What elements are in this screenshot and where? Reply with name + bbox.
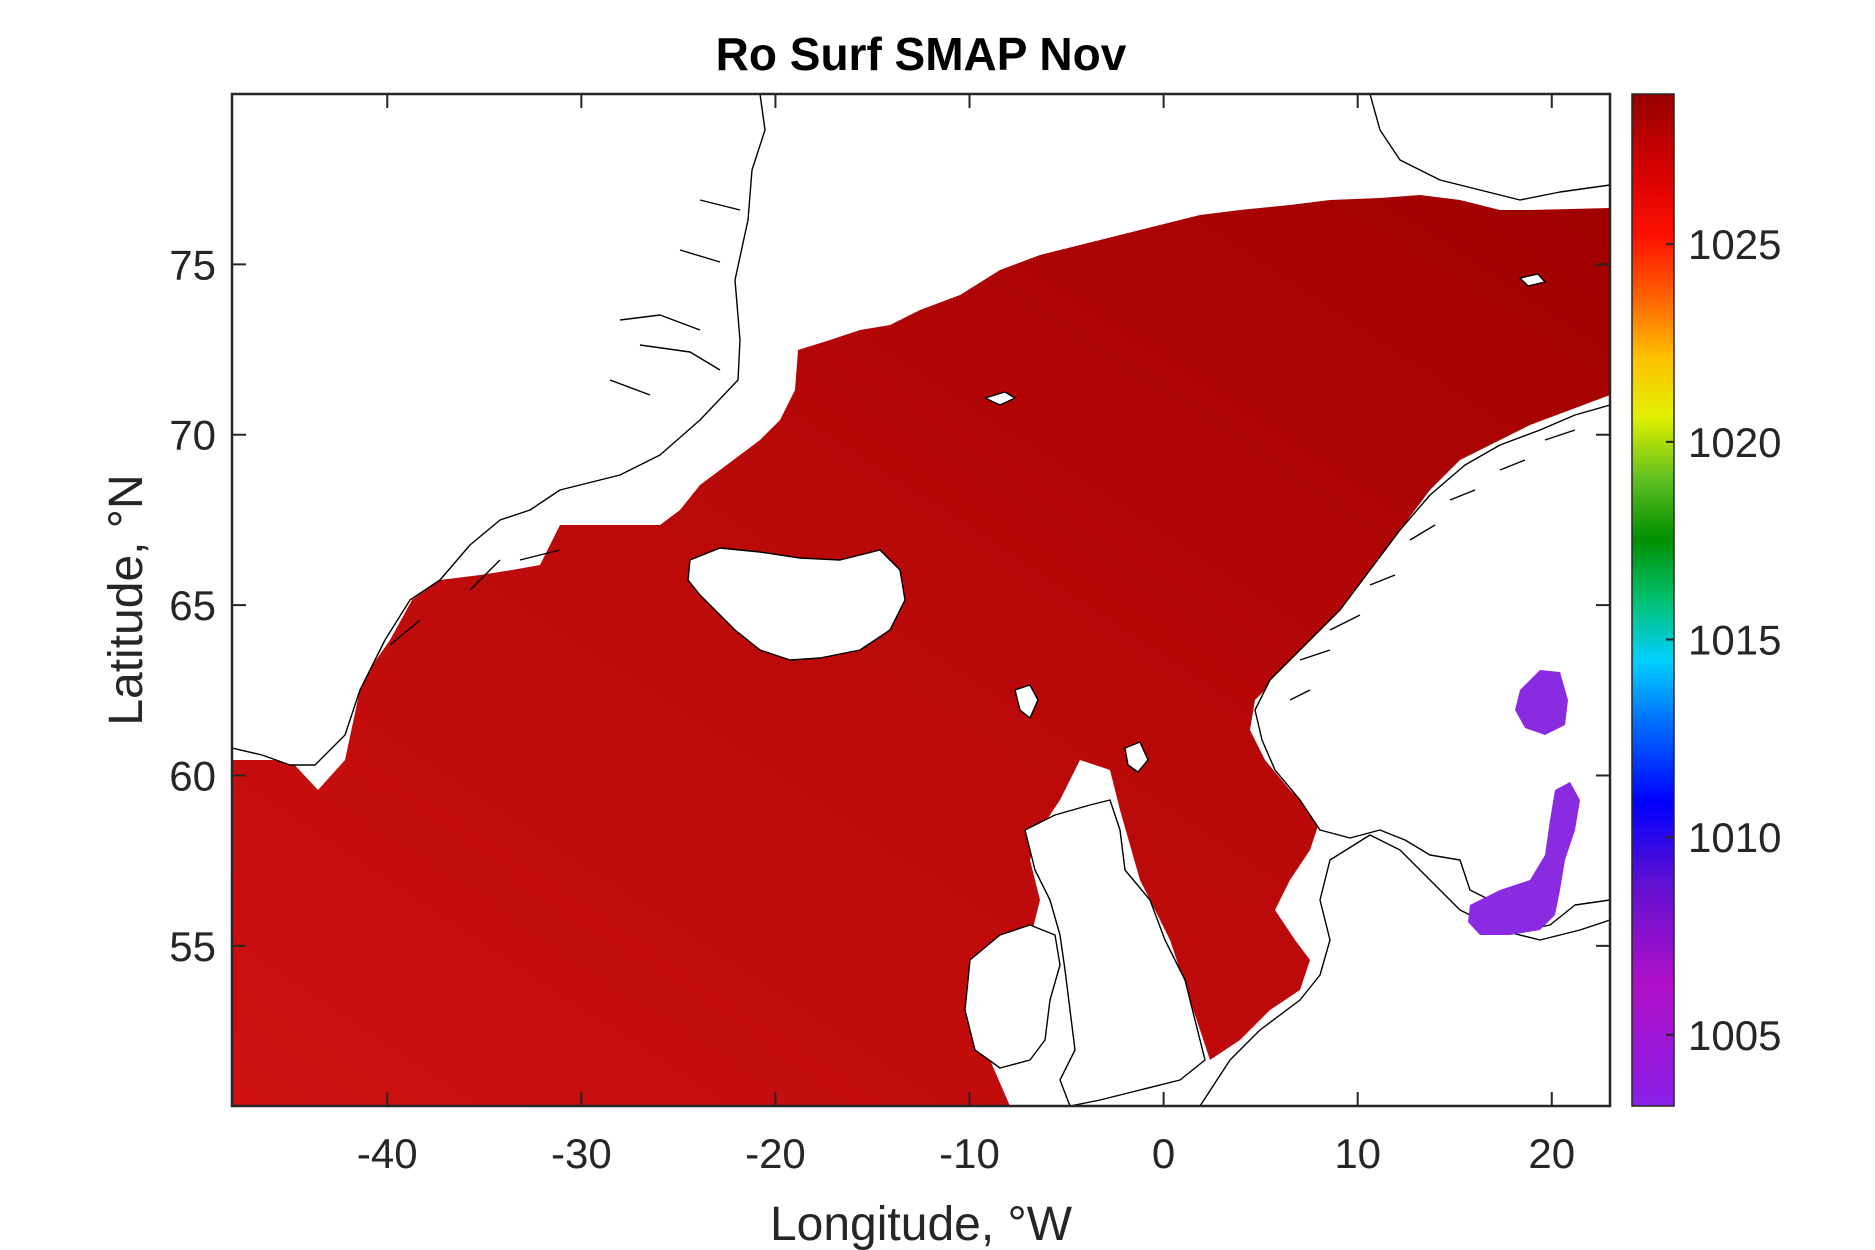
x-tick-label: -20 (745, 1130, 806, 1177)
axes-frame (230, 92, 1612, 1108)
colorbar: 1005 1010 1015 1020 1025 (1631, 93, 1781, 1107)
iceland-land (687, 547, 906, 661)
colorbar-gradient (1631, 93, 1675, 1107)
scandinavia-land (1254, 404, 1610, 931)
ocean-field (232, 195, 1610, 1106)
baltic-sea-field (1468, 782, 1580, 935)
continental-europe-land (1199, 834, 1610, 1106)
gulf-of-bothnia-field (1515, 670, 1568, 735)
colorbar-tick-label: 1020 (1688, 419, 1781, 466)
y-tick-label: 70 (169, 412, 216, 459)
x-tick-label: 0 (1152, 1130, 1175, 1177)
x-tick-label: 10 (1334, 1130, 1381, 1177)
y-axis-label: Latitude, °N (100, 474, 153, 725)
y-tick-label: 75 (169, 241, 216, 288)
jan-mayen-land (984, 391, 1016, 406)
y-ticks: 55 60 65 70 75 (169, 241, 1610, 970)
x-axis-label: Longitude, °W (770, 1198, 1073, 1250)
x-tick-label: 20 (1528, 1130, 1575, 1177)
y-tick-label: 55 (169, 923, 216, 970)
plot-area (232, 94, 1610, 1106)
x-tick-label: -30 (551, 1130, 612, 1177)
svalbard-land (1369, 94, 1610, 201)
chart-title: Ro Surf SMAP Nov (716, 28, 1127, 80)
faroe-land (1014, 684, 1039, 719)
y-tick-label: 65 (169, 582, 216, 629)
colorbar-ticks: 1005 1010 1015 1020 1025 (1666, 221, 1781, 1059)
colorbar-tick-label: 1010 (1688, 814, 1781, 861)
ireland-land (964, 924, 1061, 1069)
greenland-land (232, 94, 766, 766)
colorbar-tick-label: 1015 (1688, 617, 1781, 664)
great-britain-land (1024, 799, 1206, 1106)
colorbar-tick-label: 1005 (1688, 1012, 1781, 1059)
bear-island-land (1519, 273, 1546, 287)
x-ticks: -40 -30 -20 -10 0 10 20 (357, 94, 1575, 1177)
norway-fjords (1289, 429, 1576, 701)
x-tick-label: -10 (939, 1130, 1000, 1177)
y-tick-label: 60 (169, 752, 216, 799)
greenland-fjords (389, 199, 741, 646)
colorbar-tick-label: 1025 (1688, 221, 1781, 268)
shetland-land (1124, 741, 1149, 773)
x-tick-label: -40 (357, 1130, 418, 1177)
